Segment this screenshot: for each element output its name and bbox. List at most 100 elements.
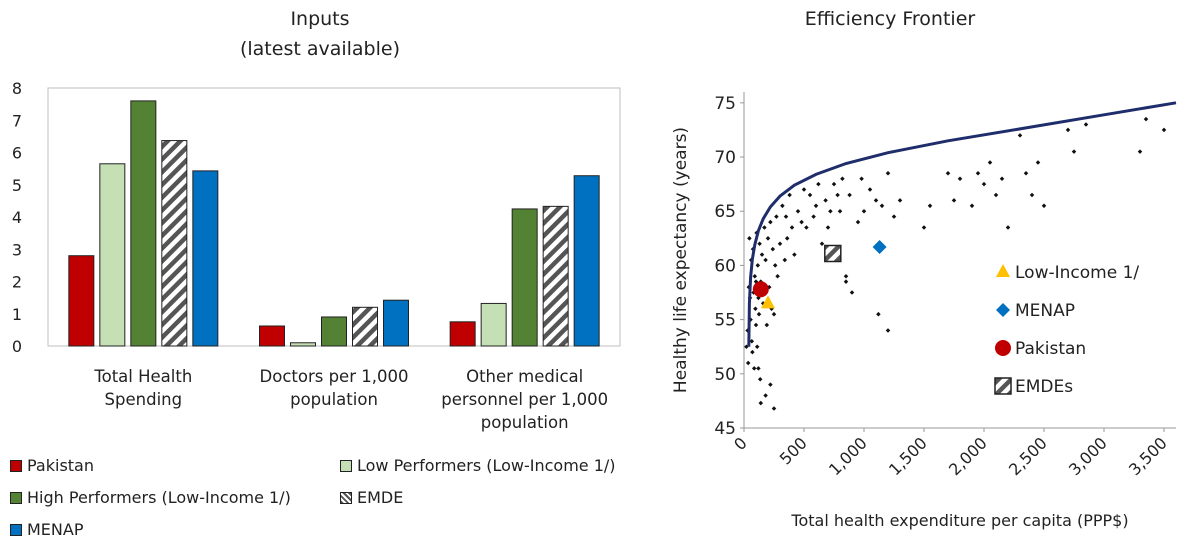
- bar-pakistan: [68, 255, 95, 347]
- scatter-point: [757, 241, 762, 247]
- legend-marker: [996, 303, 1010, 317]
- scatter-chart-title: Efficiency Frontier: [760, 4, 1020, 34]
- scatter-point: [765, 236, 771, 241]
- scatter-point: [771, 311, 777, 317]
- legend-swatch: [340, 459, 352, 472]
- legend-item: Pakistan: [10, 456, 94, 475]
- scatter-point: [921, 225, 927, 230]
- legend-label: MENAP: [1015, 301, 1075, 321]
- bar-chart-title-text: Inputs: [290, 8, 350, 30]
- scatter-point: [819, 241, 825, 247]
- scatter-point: [831, 181, 837, 187]
- legend-item: High Performers (Low-Income 1/): [10, 488, 291, 507]
- legend-label: High Performers (Low-Income 1/): [27, 488, 291, 507]
- bar-menap: [192, 170, 219, 347]
- scatter-point: [816, 181, 821, 187]
- bar-emde: [352, 306, 378, 347]
- scatter-point: [885, 171, 891, 176]
- scatter-point: [752, 273, 758, 279]
- efficiency-frontier-line: [747, 101, 1177, 347]
- y-tick-label: 2: [12, 273, 22, 292]
- scatter-point: [754, 344, 760, 349]
- y-tick-label: 6: [12, 144, 22, 163]
- scatter-point: [987, 160, 993, 165]
- legend-label: Low-Income 1/: [1015, 263, 1139, 283]
- x-tick-label: 0: [730, 433, 751, 454]
- scatter-point: [981, 181, 987, 187]
- scatter-chart-title-text: Efficiency Frontier: [804, 8, 976, 30]
- legend-label: Pakistan: [27, 456, 94, 475]
- scatter-point: [1143, 116, 1149, 122]
- legend-label: Pakistan: [1015, 339, 1086, 359]
- x-category-label: Spending: [105, 390, 183, 409]
- scatter-point: [770, 246, 776, 252]
- legend-item: MENAP: [10, 520, 83, 539]
- bar-low-performers-low-income-1-: [290, 342, 316, 347]
- scatter-point: [999, 176, 1005, 181]
- scatter-point: [780, 203, 785, 209]
- scatter-point: [755, 263, 761, 268]
- highlight-marker-menap: [872, 239, 887, 254]
- scatter-point: [783, 214, 789, 219]
- highlight-marker-low-income-1-: [761, 295, 775, 309]
- x-tick-label: 2,000: [945, 433, 991, 479]
- legend-marker: [995, 340, 1011, 356]
- scatter-point: [837, 208, 843, 214]
- scatter-point: [1005, 225, 1011, 230]
- highlight-marker-emdes: [824, 244, 842, 263]
- scatter-point: [789, 225, 795, 230]
- scatter-point: [747, 236, 752, 241]
- bar-menap: [383, 299, 409, 347]
- y-tick-label: 50: [714, 365, 736, 385]
- scatter-point: [764, 322, 770, 328]
- y-tick-label: 65: [714, 202, 736, 222]
- bar-low-performers-low-income-1-: [480, 302, 507, 347]
- scatter-point: [1035, 160, 1041, 165]
- x-category-label: population: [481, 413, 569, 432]
- x-tick-label: 1,000: [825, 433, 871, 479]
- scatter-point: [879, 203, 885, 209]
- bar-chart-subtitle: (latest available): [239, 38, 401, 60]
- scatter-point: [795, 208, 801, 214]
- bar-chart: 0 1 2 3 4 5 6 7 8 Total Health Spending Doctors per…: [12, 79, 621, 432]
- scatter-point: [1137, 149, 1143, 154]
- bar-high-performers-low-income-1-: [321, 316, 347, 347]
- legend-swatch: [10, 523, 22, 536]
- scatter-point: [847, 192, 852, 198]
- scatter-point: [823, 198, 828, 203]
- scatter-point: [768, 219, 773, 225]
- scatter-point: [757, 376, 763, 382]
- scatter-point: [1029, 192, 1035, 198]
- scatter-point: [840, 176, 845, 181]
- y-tick-label: 0: [12, 337, 22, 356]
- x-tick-label: 1,500: [885, 433, 931, 479]
- legend-swatch: [340, 491, 352, 504]
- y-tick-label: 55: [714, 311, 736, 331]
- scatter-point: [777, 241, 783, 247]
- y-tick-label: 45: [714, 419, 736, 439]
- x-category-label: Total Health: [93, 367, 192, 386]
- bar-pakistan: [449, 321, 476, 347]
- legend-item: Low Performers (Low-Income 1/): [340, 456, 616, 475]
- scatter-point: [782, 257, 788, 263]
- y-tick-label: 1: [12, 305, 22, 324]
- scatter-point: [745, 360, 751, 366]
- scatter-point: [957, 176, 963, 181]
- x-tick-label: 3,000: [1065, 433, 1111, 479]
- scatter-point: [945, 171, 951, 176]
- scatter-point: [758, 400, 764, 406]
- scatter-point: [772, 263, 778, 268]
- scatter-point: [867, 187, 873, 192]
- scatter-point: [897, 198, 903, 203]
- scatter-point: [1017, 133, 1023, 138]
- scatter-point: [825, 225, 831, 230]
- scatter-point: [843, 279, 849, 284]
- y-tick-label: 70: [714, 148, 736, 168]
- scatter-point: [1071, 149, 1077, 154]
- scatter-point: [891, 214, 897, 219]
- legend-marker: [994, 377, 1012, 395]
- scatter-point: [1161, 127, 1167, 133]
- scatter-point: [799, 219, 804, 225]
- scatter-point: [873, 198, 879, 203]
- scatter-point: [811, 214, 816, 219]
